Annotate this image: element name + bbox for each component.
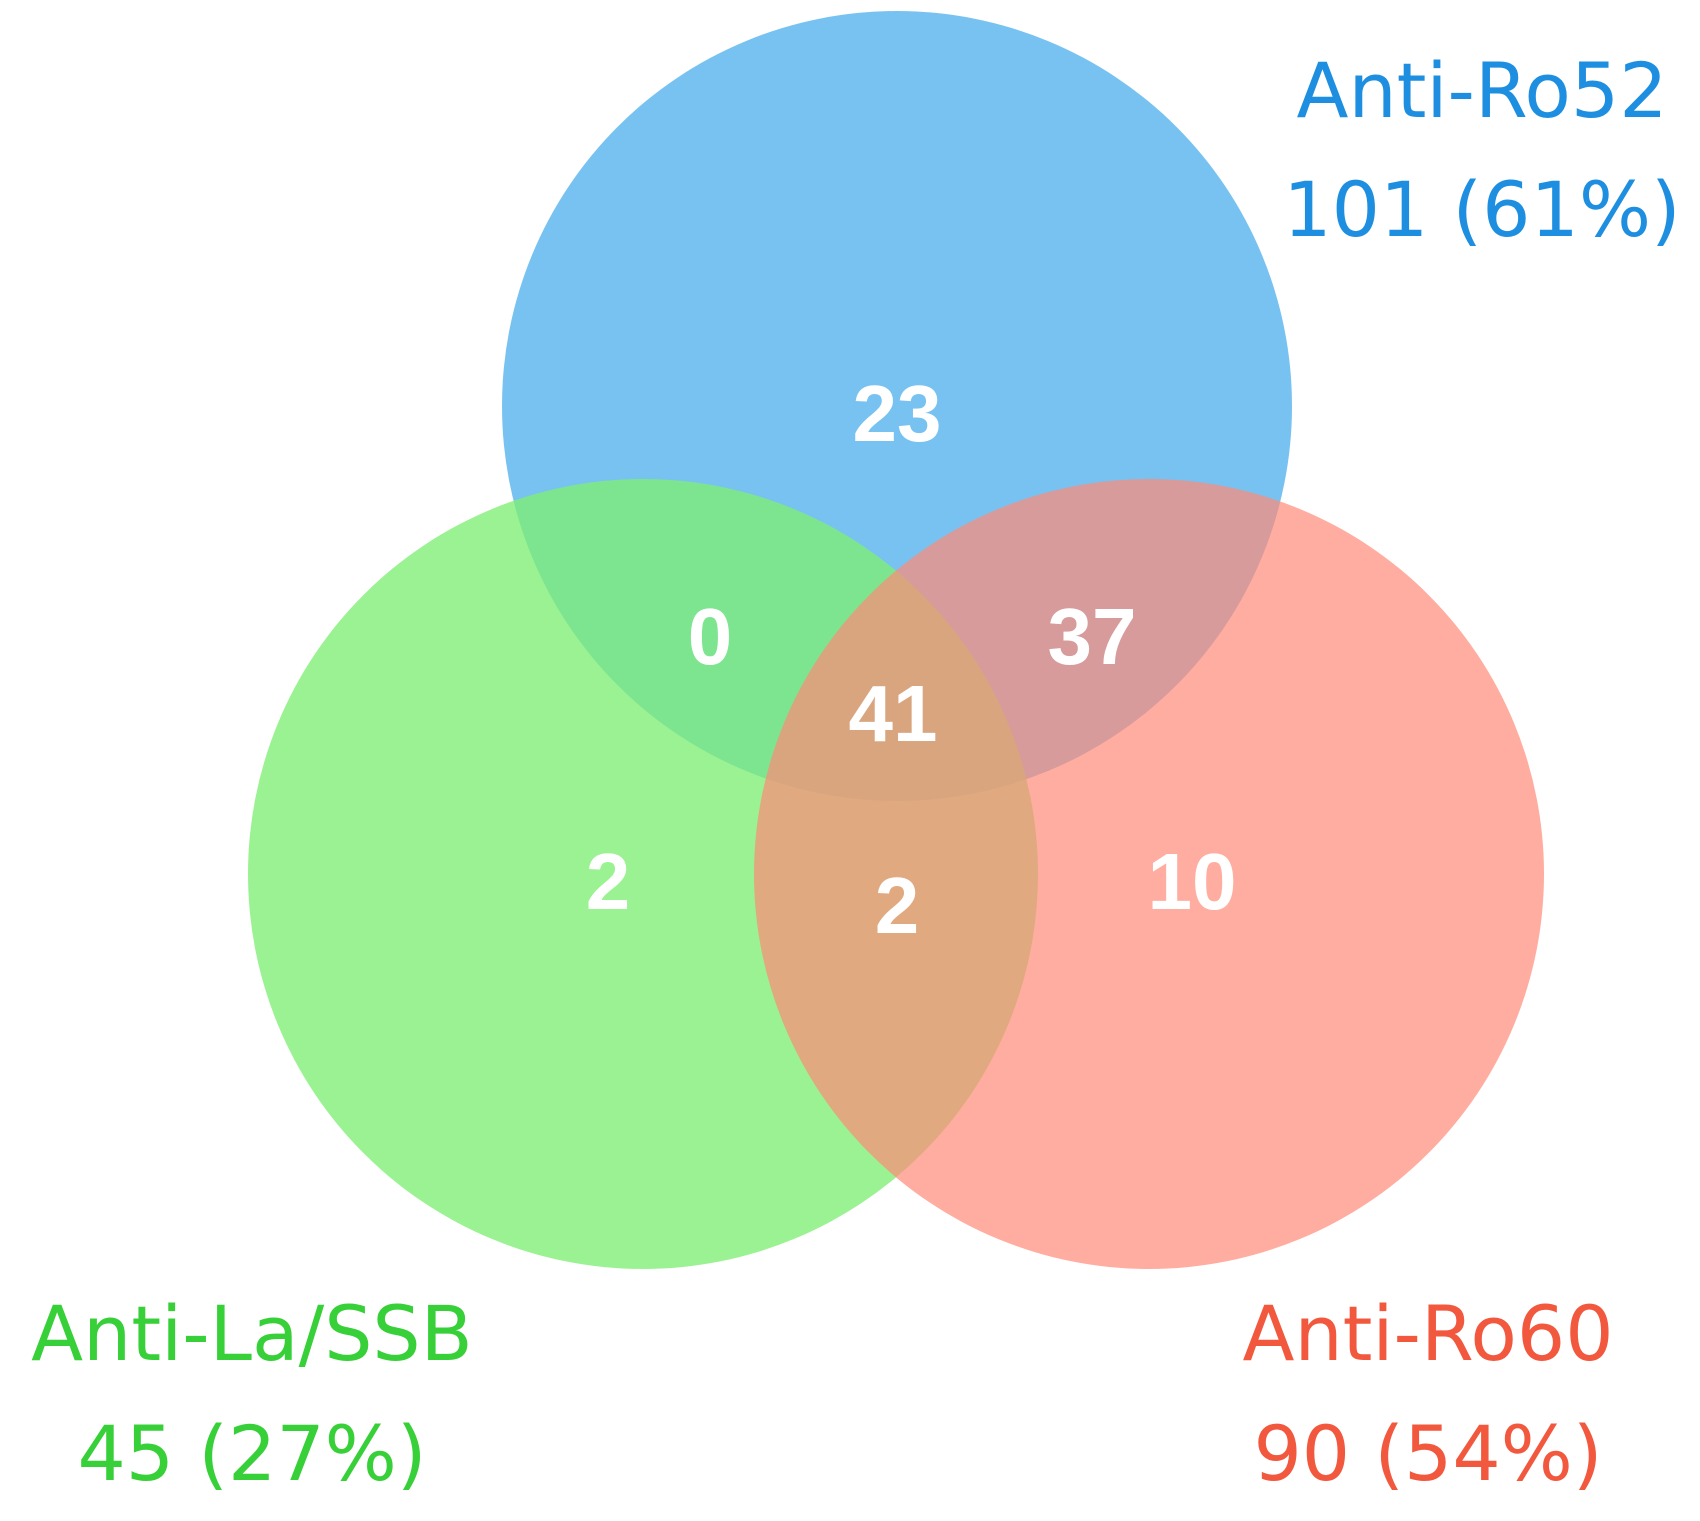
region-ro52-ro60-count: 37 <box>1048 592 1137 681</box>
region-all-three-count: 41 <box>849 669 938 758</box>
anti-ro52-label: Anti-Ro52 <box>1296 46 1667 135</box>
anti-ro52-total: 101 (61%) <box>1283 165 1680 254</box>
anti-la-ssb-label: Anti-La/SSB <box>31 1289 473 1378</box>
anti-ro60-total: 90 (54%) <box>1253 1409 1602 1498</box>
region-ro60-only-count: 10 <box>1148 837 1237 926</box>
region-ro52-la-count: 0 <box>688 592 733 681</box>
anti-la-ssb-total: 45 (27%) <box>77 1409 426 1498</box>
region-la-ro60-count: 2 <box>875 861 920 950</box>
region-ro52-only-count: 23 <box>853 369 942 458</box>
anti-ro60-label: Anti-Ro60 <box>1242 1289 1613 1378</box>
anti-ro60-circle <box>754 479 1544 1269</box>
region-la-only-count: 2 <box>586 837 631 926</box>
